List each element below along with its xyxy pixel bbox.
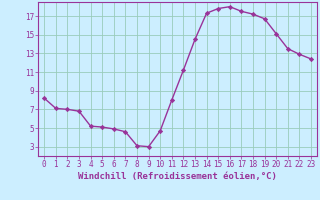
X-axis label: Windchill (Refroidissement éolien,°C): Windchill (Refroidissement éolien,°C)	[78, 172, 277, 181]
